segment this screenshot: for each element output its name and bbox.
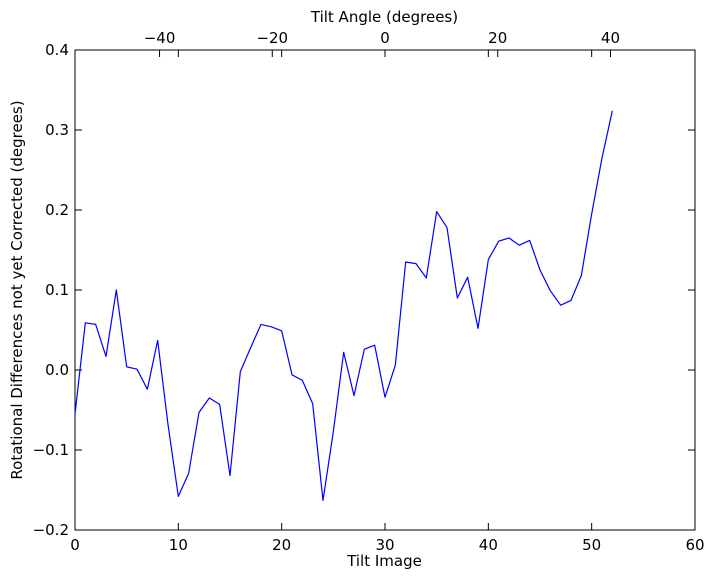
x-tick-label: 0 <box>70 536 80 554</box>
x-tick-label: 60 <box>685 536 704 554</box>
y-axis-title: Rotational Differences not yet Corrected… <box>8 100 26 479</box>
plot-frame <box>74 49 696 531</box>
y-tick-label: −0.2 <box>33 521 69 539</box>
y-tick-label: −0.1 <box>33 441 69 459</box>
y-tick-label: 0.4 <box>45 41 69 59</box>
x-tick-label: 50 <box>582 536 601 554</box>
x2-tick-label: 40 <box>601 29 620 47</box>
y-tick-label: 0.0 <box>45 361 69 379</box>
x2-tick-label: 0 <box>380 29 390 47</box>
x-tick-label: 30 <box>375 536 394 554</box>
x2-tick-label: −20 <box>256 29 288 47</box>
x2-tick-label: 20 <box>488 29 507 47</box>
x-tick-label: 40 <box>479 536 498 554</box>
y-tick-label: 0.1 <box>45 281 69 299</box>
x-tick-label: 20 <box>272 536 291 554</box>
x-axis-title: Tilt Image <box>346 552 422 570</box>
x2-axis-title: Tilt Angle (degrees) <box>310 8 458 26</box>
x2-tick-label: −40 <box>144 29 176 47</box>
series-line <box>74 110 613 501</box>
x-tick-label: 10 <box>169 536 188 554</box>
y-tick-label: 0.3 <box>45 121 69 139</box>
y-tick-label: 0.2 <box>45 201 69 219</box>
plot-area: 0 10 20 30 40 50 60 −0.2 −0.1 0.0 0.1 0.2 0.3 0.4 −40 −… <box>33 29 705 554</box>
